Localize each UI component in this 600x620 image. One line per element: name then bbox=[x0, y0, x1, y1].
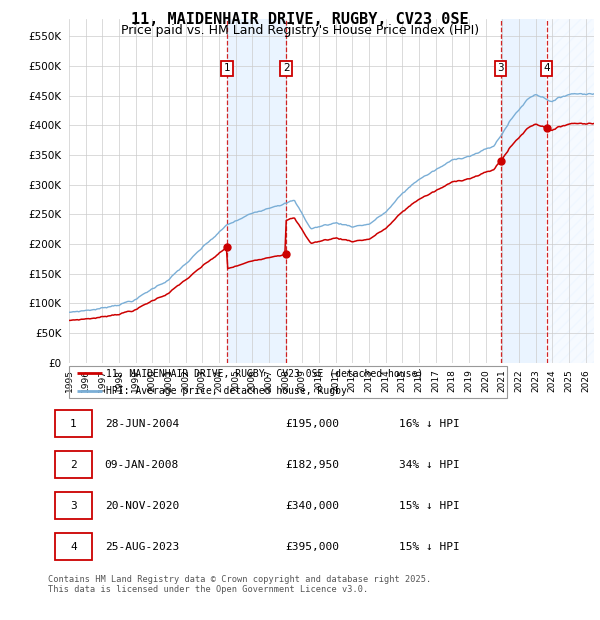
Text: 16% ↓ HPI: 16% ↓ HPI bbox=[399, 418, 460, 428]
Text: 1: 1 bbox=[70, 418, 77, 428]
Text: 11, MAIDENHAIR DRIVE, RUGBY, CV23 0SE: 11, MAIDENHAIR DRIVE, RUGBY, CV23 0SE bbox=[131, 12, 469, 27]
Text: 15% ↓ HPI: 15% ↓ HPI bbox=[399, 542, 460, 552]
Text: 3: 3 bbox=[70, 501, 77, 511]
Text: 11, MAIDENHAIR DRIVE, RUGBY, CV23 0SE (detached house): 11, MAIDENHAIR DRIVE, RUGBY, CV23 0SE (d… bbox=[106, 368, 424, 378]
Text: 3: 3 bbox=[497, 63, 504, 74]
FancyBboxPatch shape bbox=[55, 492, 92, 519]
FancyBboxPatch shape bbox=[55, 533, 92, 560]
Text: Price paid vs. HM Land Registry's House Price Index (HPI): Price paid vs. HM Land Registry's House … bbox=[121, 24, 479, 37]
Text: 15% ↓ HPI: 15% ↓ HPI bbox=[399, 501, 460, 511]
Bar bbox=[227, 19, 286, 363]
Text: HPI: Average price, detached house, Rugby: HPI: Average price, detached house, Rugb… bbox=[106, 386, 347, 396]
Text: £195,000: £195,000 bbox=[286, 418, 340, 428]
Text: 34% ↓ HPI: 34% ↓ HPI bbox=[399, 459, 460, 469]
Text: £182,950: £182,950 bbox=[286, 459, 340, 469]
FancyBboxPatch shape bbox=[55, 451, 92, 478]
Text: 28-JUN-2004: 28-JUN-2004 bbox=[104, 418, 179, 428]
Text: Contains HM Land Registry data © Crown copyright and database right 2025.: Contains HM Land Registry data © Crown c… bbox=[48, 575, 431, 585]
Text: £340,000: £340,000 bbox=[286, 501, 340, 511]
Bar bbox=[547, 19, 594, 363]
Text: £395,000: £395,000 bbox=[286, 542, 340, 552]
Text: 2: 2 bbox=[283, 63, 289, 74]
Bar bbox=[500, 19, 547, 363]
Text: 25-AUG-2023: 25-AUG-2023 bbox=[104, 542, 179, 552]
Text: 1: 1 bbox=[224, 63, 230, 74]
Text: 4: 4 bbox=[543, 63, 550, 74]
Text: 09-JAN-2008: 09-JAN-2008 bbox=[104, 459, 179, 469]
FancyBboxPatch shape bbox=[55, 410, 92, 437]
Text: This data is licensed under the Open Government Licence v3.0.: This data is licensed under the Open Gov… bbox=[48, 585, 368, 595]
Text: 4: 4 bbox=[70, 542, 77, 552]
Text: 20-NOV-2020: 20-NOV-2020 bbox=[104, 501, 179, 511]
Text: 2: 2 bbox=[70, 459, 77, 469]
